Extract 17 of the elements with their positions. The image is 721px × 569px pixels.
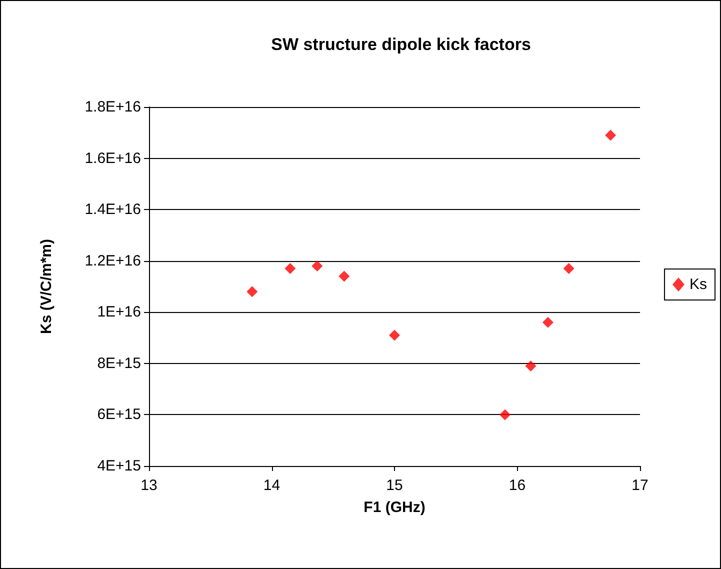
x-tick-label: 14	[263, 477, 280, 494]
x-tick-label: 17	[632, 477, 648, 494]
chart-title: SW structure dipole kick factors	[271, 35, 531, 54]
x-tick-label: 16	[508, 477, 526, 494]
y-tick-label: 1.6E+16	[84, 150, 141, 167]
x-axis-title: F1 (GHz)	[364, 499, 426, 516]
y-tick-label: 1.4E+16	[84, 201, 141, 218]
y-axis-title: Ks (V/C/m*m)	[38, 238, 55, 334]
y-tick-label: 6E+15	[97, 406, 141, 424]
y-tick-label: 8E+15	[97, 354, 141, 372]
x-tick-label: 15	[386, 477, 403, 494]
y-tick-label: 4E+15	[97, 458, 141, 474]
legend-label: Ks	[689, 276, 708, 293]
y-tick-label: 1.8E+16	[84, 98, 141, 116]
y-tick-label: 1E+16	[97, 304, 141, 321]
y-tick-label: 1.2E+16	[84, 252, 141, 270]
x-tick-label: 13	[140, 477, 158, 494]
